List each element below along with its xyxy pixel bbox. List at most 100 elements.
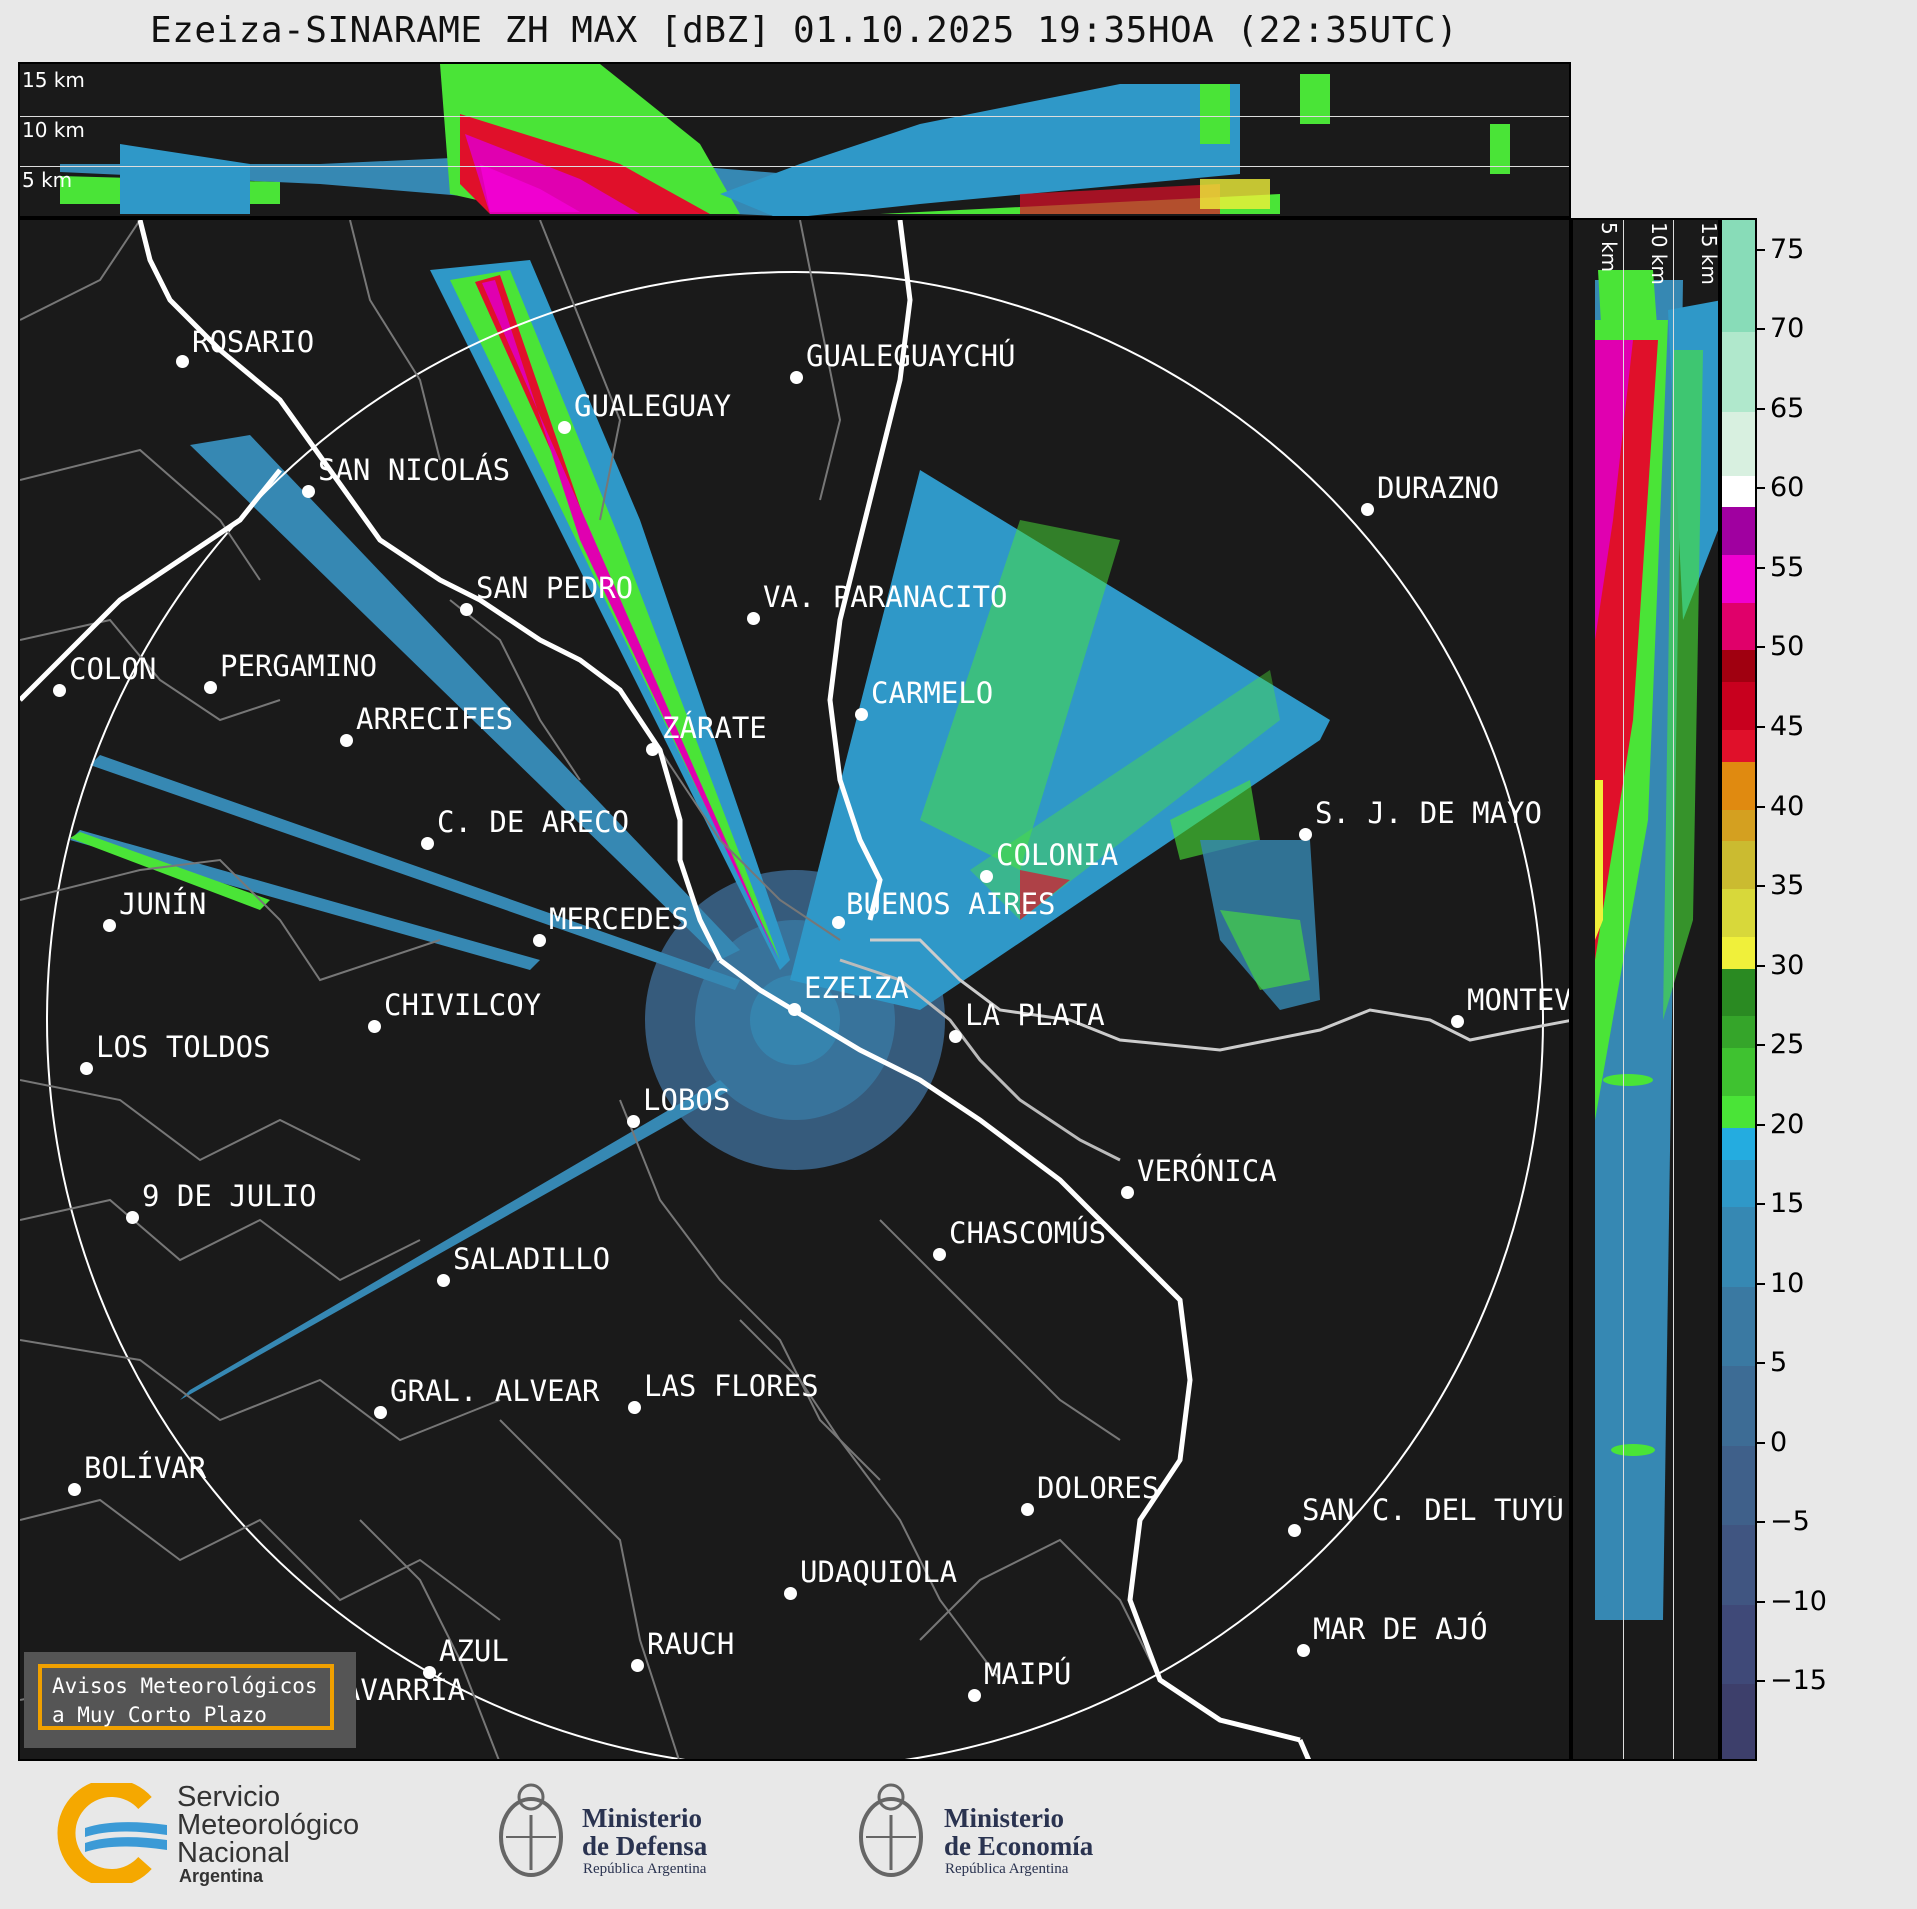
colorbar-segment [1722, 1365, 1755, 1446]
city-label-mercedes: MERCEDES [549, 902, 689, 936]
city-label-san-c-del-tuyu: SAN C. DEL TUYÚ [1302, 1496, 1564, 1525]
colorbar-tick [1757, 885, 1765, 888]
city-dot-junin [103, 919, 116, 932]
coastline-south [839, 958, 1121, 1162]
colorbar-tick-label: 40 [1770, 790, 1805, 822]
city-dot-carmelo [855, 708, 868, 721]
colorbar [1720, 218, 1757, 1761]
city-dot-buenos-aires [832, 916, 845, 929]
colorbar-segment [1722, 808, 1755, 842]
side-cross-section-panel: 5 km 10 km 15 km [1571, 218, 1720, 1761]
height-label-15km: 15 km [22, 68, 85, 92]
colorbar-tick-label: 45 [1770, 711, 1805, 743]
colorbar-tick-label: 50 [1770, 631, 1805, 663]
side-height-label-5km: 5 km [1597, 222, 1621, 273]
city-dot-durazno [1361, 503, 1374, 516]
colorbar-segment [1722, 1158, 1755, 1208]
colorbar-segment [1722, 967, 1755, 1017]
city-label-chascomus: CHASCOMÚS [949, 1216, 1107, 1250]
city-dot-dolores [1021, 1503, 1034, 1516]
colorbar-tick [1757, 1441, 1765, 1444]
city-label-azul: AZUL [439, 1634, 509, 1668]
radar-map-svg [20, 220, 1569, 1759]
colorbar-tick-label: 25 [1770, 1029, 1805, 1061]
city-label-colon: COLON [69, 652, 157, 686]
city-dot-gral-alvear [374, 1406, 387, 1419]
city-label-arrecifes: ARRECIFES [356, 702, 514, 736]
economia-line2: de Economía [944, 1831, 1094, 1861]
defensa-emblem-icon [496, 1775, 566, 1895]
colorbar-segment [1722, 1047, 1755, 1096]
colorbar-tick [1757, 566, 1765, 569]
city-dot-la-plata [949, 1030, 962, 1043]
city-dot-c-de-areco [421, 837, 434, 850]
side-height-line-10km [1673, 220, 1674, 1759]
height-label-10km: 10 km [22, 118, 85, 142]
avisos-link[interactable]: Avisos Meteorológicos a Muy Corto Plazo [38, 1664, 334, 1730]
colorbar-segment [1722, 1444, 1755, 1526]
colorbar-tick-label: 5 [1770, 1347, 1788, 1379]
city-label-veronica: VERÓNICA [1137, 1154, 1277, 1188]
city-dot-gualeguaychu [790, 371, 803, 384]
colorbar-segment [1722, 554, 1755, 603]
colorbar-segment [1722, 888, 1755, 937]
city-label-colonia: COLONIA [996, 838, 1119, 872]
colorbar-tick [1757, 1203, 1765, 1206]
colorbar-tick-label: −5 [1770, 1506, 1810, 1538]
height-line-10km [20, 116, 1569, 117]
city-label-va-paranacito: VA. PARANACITO [763, 580, 1008, 614]
top-cross-section-panel: 15 km 10 km 5 km [18, 62, 1571, 218]
city-dot-veronica [1121, 1186, 1134, 1199]
city-label-san-pedro: SAN PEDRO [476, 571, 634, 605]
colorbar-tick-label: 65 [1770, 392, 1805, 424]
smn-line2: Meteorológico [177, 1809, 360, 1841]
city-dot-gualeguay [558, 421, 571, 434]
economia-line1: Ministerio [944, 1803, 1064, 1833]
colorbar-tick [1757, 407, 1765, 410]
colorbar-segment [1722, 506, 1755, 556]
colorbar-tick-label: 35 [1770, 870, 1805, 902]
city-label-chivilcoy: CHIVILCOY [384, 988, 542, 1022]
side-height-line-5km [1623, 220, 1624, 1759]
city-dot-saladillo [437, 1274, 450, 1287]
avisos-line1: Avisos Meteorológicos [52, 1674, 318, 1698]
side-height-label-15km: 15 km [1697, 222, 1720, 285]
city-label-saladillo: SALADILLO [453, 1242, 611, 1276]
colorbar-tick [1757, 646, 1765, 649]
city-label-ezeiza: EZEIZA [804, 971, 909, 1005]
city-dot-san-pedro [460, 603, 473, 616]
city-dot-lobos [627, 1115, 640, 1128]
colorbar-segment [1722, 1126, 1755, 1160]
city-dot-colon [53, 684, 66, 697]
city-dot-rosario [176, 355, 189, 368]
city-label-san-nicolas: SAN NICOLÁS [318, 453, 511, 487]
city-dot-va-paranacito [747, 612, 760, 625]
colorbar-tick [1757, 805, 1765, 808]
city-dot-san-c-del-tuyu [1288, 1524, 1301, 1537]
colorbar-segment [1722, 840, 1755, 890]
colorbar-segment [1722, 220, 1755, 333]
smn-emblem-icon [57, 1779, 167, 1887]
colorbar-tick-label: 30 [1770, 949, 1805, 981]
colorbar-tick [1757, 1680, 1765, 1683]
city-dot-montevideo [1451, 1015, 1464, 1028]
city-dot-bolivar [68, 1483, 81, 1496]
defensa-line1: Ministerio [582, 1803, 702, 1833]
colorbar-segment [1722, 935, 1755, 969]
city-dot-zarate [646, 743, 659, 756]
city-dot-s-j-de-mayo [1299, 828, 1312, 841]
colorbar-tick [1757, 726, 1765, 729]
colorbar-segment [1722, 331, 1755, 412]
colorbar-segment [1722, 1015, 1755, 1049]
city-dot-udaquiola [784, 1587, 797, 1600]
map-title: Ezeiza-SINARAME ZH MAX [dBZ] 01.10.2025 … [150, 10, 1459, 51]
colorbar-tick [1757, 1123, 1765, 1126]
colorbar-segment [1722, 1524, 1755, 1605]
radar-map-panel[interactable]: ROSARIO GUALEGUAYCHÚ GUALEGUAY SAN NICOL… [18, 218, 1571, 1761]
city-dot-chivilcoy [368, 1020, 381, 1033]
city-dot-las-flores [628, 1401, 641, 1414]
city-label-durazno: DURAZNO [1377, 471, 1500, 505]
city-label-los-toldos: LOS TOLDOS [96, 1030, 271, 1064]
avisos-box[interactable]: Avisos Meteorológicos a Muy Corto Plazo [24, 1652, 356, 1748]
city-label-buenos-aires: BUENOS AIRES [846, 887, 1056, 921]
